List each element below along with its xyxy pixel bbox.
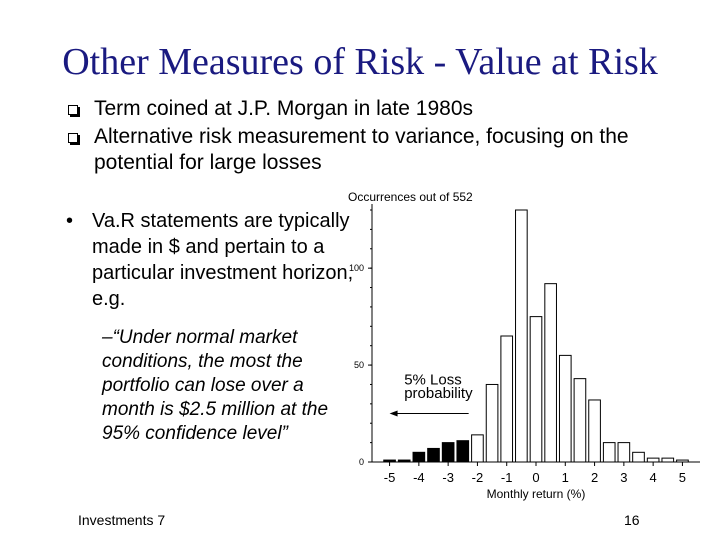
dot-bullet-icon: •: [66, 210, 74, 232]
histogram-bar: [500, 335, 514, 463]
histogram-bar: [661, 457, 675, 463]
x-tick-label: -5: [384, 470, 396, 485]
y-axis-label: Occurrences out of 552: [348, 190, 473, 204]
x-tick-label: 4: [650, 470, 657, 485]
square-bullet-icon: [68, 133, 78, 143]
loss-annotation: 5% Loss probability: [389, 371, 473, 417]
histogram-bar: [471, 434, 484, 463]
annotation-label-line1: 5% Loss: [404, 371, 462, 388]
x-tick-label: 0: [532, 470, 539, 485]
loss-tail-bar: [456, 440, 470, 463]
histogram-bar: [602, 442, 616, 463]
y-tick-label: 100: [349, 263, 364, 273]
bullet-item: Term coined at J.P. Morgan in late 1980s: [66, 96, 706, 122]
histogram-bar: [558, 354, 572, 463]
x-ticks: -5 -4 -3 -2 -1 0 1 2 3 4 5: [384, 462, 686, 485]
bullet-text: Term coined at J.P. Morgan in late 1980s: [94, 97, 473, 120]
histogram-bars: [383, 209, 689, 463]
histogram-bar: [588, 399, 601, 463]
var-statement-bullet: • Va.R statements are typically made in …: [66, 208, 382, 312]
histogram-bar: [485, 383, 499, 463]
x-tick-label: 1: [562, 470, 569, 485]
var-example-quote: –“Under normal market conditions, the mo…: [102, 327, 329, 444]
arrow-head-icon: [389, 410, 398, 417]
x-tick-label: 3: [620, 470, 627, 485]
loss-tail-bar: [397, 459, 411, 463]
loss-tail-bar: [427, 447, 440, 463]
histogram-bar: [617, 442, 631, 463]
x-tick-label: -3: [442, 470, 454, 485]
x-tick-label: 2: [591, 470, 598, 485]
y-ticks: 0 50 100: [349, 209, 372, 467]
bullet-text: Alternative risk measurement to variance…: [94, 125, 629, 174]
x-tick-label: 5: [679, 470, 686, 485]
y-tick-label: 50: [354, 360, 364, 370]
x-tick-label: -2: [472, 470, 484, 485]
var-statement-text: Va.R statements are typically made in $ …: [92, 210, 354, 310]
page-number: 16: [624, 512, 640, 528]
square-bullet-icon: [68, 105, 78, 115]
y-tick-label: 0: [359, 457, 364, 467]
histogram-bar: [646, 457, 660, 463]
footer-course: Investments 7: [78, 512, 166, 528]
histogram-bar: [632, 451, 645, 463]
x-tick-label: -4: [413, 470, 425, 485]
bullet-item: Alternative risk measurement to variance…: [66, 124, 706, 176]
slide-title: Other Measures of Risk - Value at Risk: [62, 41, 658, 83]
x-axis-label: Monthly return (%): [487, 487, 586, 501]
loss-tail-bar: [441, 442, 455, 463]
histogram-bar: [676, 459, 689, 463]
annotation-label-line2: probability: [404, 385, 473, 402]
loss-tail-bar: [383, 459, 396, 463]
bullet-list: Term coined at J.P. Morgan in late 1980s…: [66, 96, 706, 178]
return-histogram-chart: Occurrences out of 552 Monthly return (%…: [348, 190, 700, 501]
histogram-bar: [573, 378, 587, 463]
histogram-bar: [544, 283, 557, 463]
histogram-bar: [515, 209, 528, 463]
x-tick-label: -1: [501, 470, 513, 485]
histogram-bar: [529, 316, 543, 463]
loss-tail-bar: [412, 451, 426, 463]
